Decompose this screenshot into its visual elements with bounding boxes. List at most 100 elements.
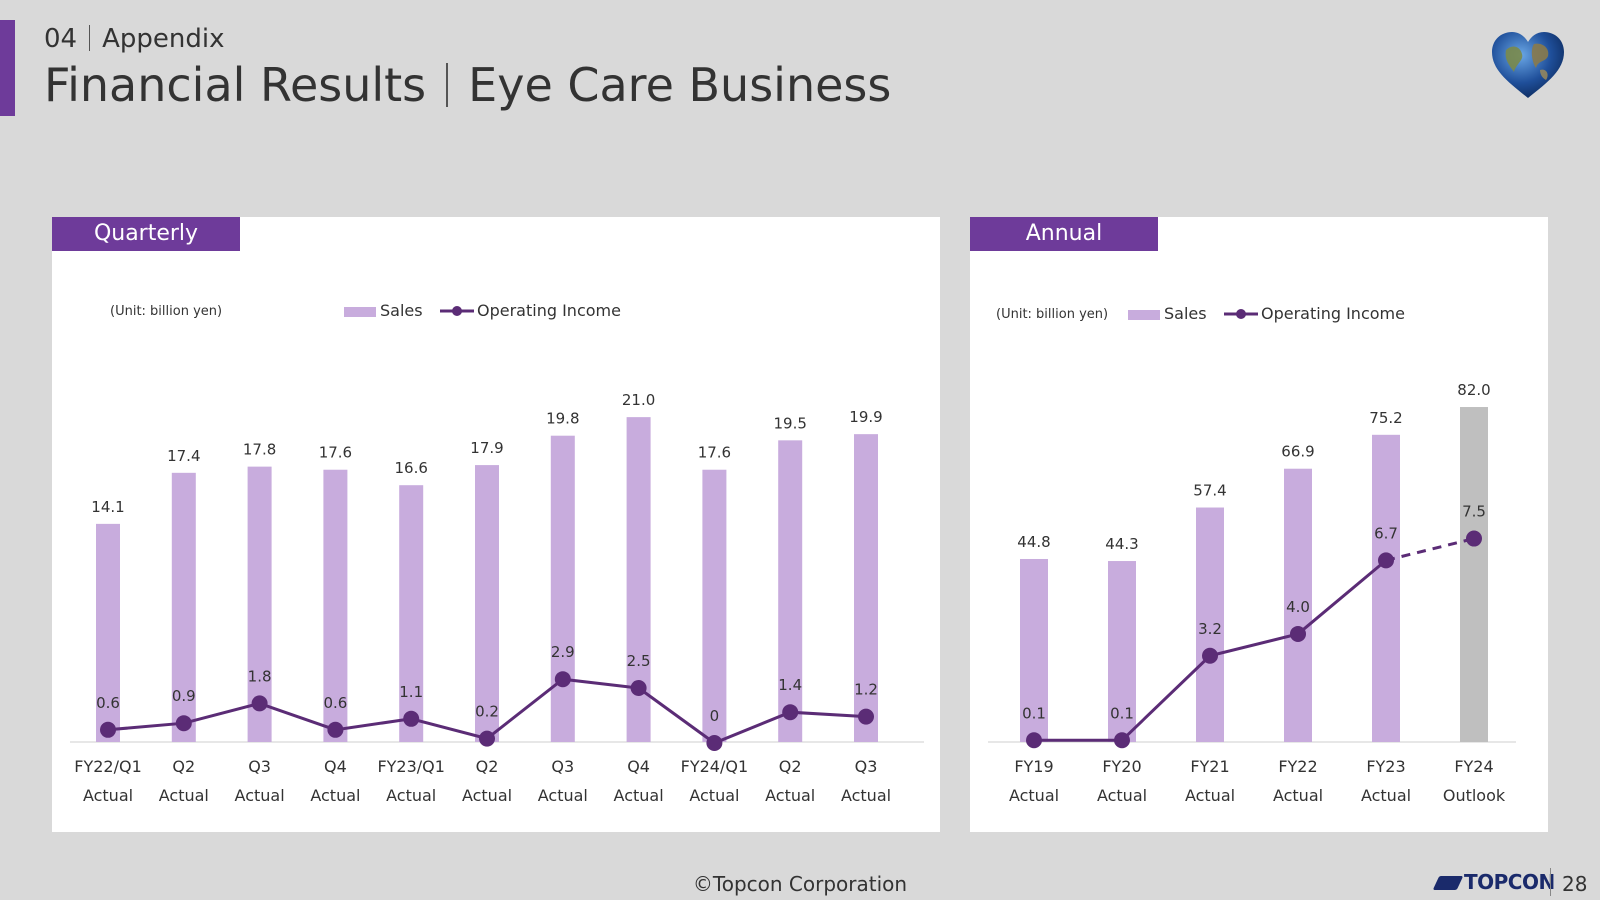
operating-income-point	[782, 704, 799, 721]
category-label: FY20	[1102, 757, 1141, 776]
category-label: FY24	[1454, 757, 1493, 776]
sales-value-label: 14.1	[91, 498, 124, 516]
unit-label: (Unit: billion yen)	[110, 304, 222, 319]
category-sublabel: Actual	[689, 786, 739, 805]
category-sublabel: Actual	[462, 786, 512, 805]
operating-income-point	[403, 710, 420, 727]
page-title-left: Financial Results	[44, 58, 427, 112]
category-sublabel: Actual	[1273, 786, 1323, 805]
category-sublabel: Actual	[841, 786, 891, 805]
operating-income-label: 1.8	[248, 667, 272, 685]
legend-oi-marker	[1236, 309, 1246, 319]
operating-income-label: 1.1	[399, 683, 423, 701]
section-heading: 04 Appendix	[44, 24, 224, 54]
sales-value-label: 21.0	[622, 391, 655, 409]
operating-income-point	[1026, 732, 1042, 749]
category-label: Q2	[476, 757, 499, 776]
sales-value-label: 44.3	[1105, 535, 1138, 553]
sales-value-label: 57.4	[1193, 482, 1226, 500]
category-sublabel: Actual	[1097, 786, 1147, 805]
operating-income-label: 7.5	[1462, 503, 1486, 521]
page-title-right: Eye Care Business	[468, 58, 892, 112]
sales-bar	[96, 523, 120, 742]
category-sublabel: Actual	[765, 786, 815, 805]
legend-sales-swatch	[344, 307, 376, 317]
category-label: Q2	[779, 757, 802, 776]
annual-tab: Annual	[970, 217, 1158, 251]
category-sublabel: Actual	[310, 786, 360, 805]
category-label: Q2	[172, 757, 195, 776]
operating-income-point	[858, 708, 874, 725]
operating-income-point	[251, 695, 268, 712]
sales-bar	[475, 465, 499, 742]
operating-income-point	[175, 715, 192, 732]
sales-value-label: 66.9	[1281, 443, 1314, 461]
sales-value-label: 19.8	[546, 410, 579, 428]
operating-income-label: 0.6	[323, 694, 347, 712]
category-label: Q4	[324, 757, 347, 776]
operating-income-label: 0.1	[1110, 704, 1134, 722]
operating-income-label: 1.2	[854, 681, 878, 699]
sales-value-label: 16.6	[394, 459, 427, 477]
category-sublabel: Actual	[386, 786, 436, 805]
operating-income-point	[554, 671, 571, 688]
title-divider	[446, 63, 449, 107]
operating-income-label: 0.6	[96, 694, 120, 712]
sales-bar	[702, 469, 727, 742]
category-sublabel: Actual	[1361, 786, 1411, 805]
category-label: Q3	[551, 757, 574, 776]
annual-chart: (Unit: billion yen) Sales Operating Income…	[988, 304, 1516, 805]
operating-income-point	[1114, 732, 1130, 749]
sales-bar	[323, 469, 348, 742]
category-label: FY21	[1190, 757, 1229, 776]
quarterly-tab: Quarterly	[52, 217, 240, 251]
sales-bar	[854, 434, 878, 742]
page-number: 28	[1562, 872, 1588, 896]
category-sublabel: Actual	[538, 786, 588, 805]
legend-oi-label: Operating Income	[477, 301, 621, 320]
operating-income-label: 4.0	[1286, 598, 1310, 616]
category-sublabel: Actual	[235, 786, 285, 805]
quarterly-chart: (Unit: billion yen) Sales Operating Income…	[70, 301, 924, 805]
category-sublabel: Actual	[614, 786, 664, 805]
sales-bar	[778, 440, 803, 742]
operating-income-label: 6.7	[1374, 524, 1398, 542]
operating-income-label: 0	[710, 707, 720, 725]
sales-bar	[1020, 558, 1048, 742]
sales-value-label: 17.8	[243, 441, 276, 459]
copyright-text: ©Topcon Corporation	[692, 872, 908, 896]
legend-sales-label: Sales	[380, 301, 423, 320]
operating-income-label: 2.9	[551, 643, 575, 661]
category-label: FY22/Q1	[74, 757, 142, 776]
category-sublabel: Actual	[1185, 786, 1235, 805]
sales-bar	[1372, 434, 1400, 742]
globe-heart-icon	[1492, 32, 1564, 98]
sales-value-label: 19.9	[849, 408, 882, 426]
operating-income-label: 3.2	[1198, 620, 1222, 638]
sales-value-label: 17.9	[470, 439, 503, 457]
quarterly-panel: Quarterly (Unit: billion yen) Sales Operat…	[52, 217, 940, 832]
operating-income-point	[100, 721, 116, 738]
sales-bar	[1284, 468, 1312, 742]
operating-income-label: 0.1	[1022, 704, 1046, 722]
sales-value-label: 19.5	[773, 414, 806, 432]
legend-sales-label: Sales	[1164, 304, 1207, 323]
legend-oi-marker	[452, 306, 462, 316]
operating-income-point	[327, 721, 344, 738]
category-label: FY22	[1278, 757, 1317, 776]
category-label: FY19	[1014, 757, 1053, 776]
topcon-logo: TOPCON	[1432, 870, 1555, 894]
operating-income-label: 0.9	[172, 687, 196, 705]
unit-label: (Unit: billion yen)	[996, 307, 1108, 322]
category-sublabel: Actual	[159, 786, 209, 805]
operating-income-point	[1378, 552, 1394, 569]
section-divider	[89, 25, 91, 51]
category-label: FY23	[1366, 757, 1405, 776]
page-title: Financial Results Eye Care Business	[44, 58, 891, 112]
sales-value-label: 82.0	[1457, 381, 1490, 399]
legend-oi-label: Operating Income	[1261, 304, 1405, 323]
category-label: Q4	[627, 757, 650, 776]
sales-value-label: 75.2	[1369, 409, 1402, 427]
legend-sales-swatch	[1128, 310, 1160, 320]
category-label: Q3	[248, 757, 271, 776]
